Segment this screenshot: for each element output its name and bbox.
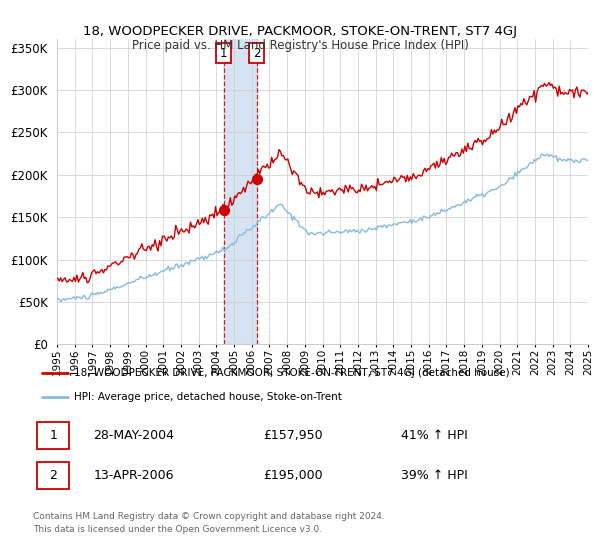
Bar xyxy=(224,39,257,344)
Text: £195,000: £195,000 xyxy=(263,469,323,482)
Text: HPI: Average price, detached house, Stoke-on-Trent: HPI: Average price, detached house, Stok… xyxy=(74,392,342,402)
Text: 2: 2 xyxy=(49,469,57,482)
Text: 13-APR-2006: 13-APR-2006 xyxy=(94,469,174,482)
Text: Price paid vs. HM Land Registry's House Price Index (HPI): Price paid vs. HM Land Registry's House … xyxy=(131,39,469,52)
Text: £157,950: £157,950 xyxy=(263,428,323,442)
Text: 1: 1 xyxy=(49,428,57,442)
Text: Contains HM Land Registry data © Crown copyright and database right 2024.
This d: Contains HM Land Registry data © Crown c… xyxy=(33,512,385,534)
Text: 2: 2 xyxy=(253,47,260,60)
Text: 18, WOODPECKER DRIVE, PACKMOOR, STOKE-ON-TRENT, ST7 4GJ (detached house): 18, WOODPECKER DRIVE, PACKMOOR, STOKE-ON… xyxy=(74,368,510,378)
Text: 39% ↑ HPI: 39% ↑ HPI xyxy=(401,469,467,482)
Text: 18, WOODPECKER DRIVE, PACKMOOR, STOKE-ON-TRENT, ST7 4GJ: 18, WOODPECKER DRIVE, PACKMOOR, STOKE-ON… xyxy=(83,25,517,38)
Point xyxy=(219,206,229,215)
Point xyxy=(252,175,262,184)
FancyBboxPatch shape xyxy=(37,422,69,449)
Text: 28-MAY-2004: 28-MAY-2004 xyxy=(94,428,175,442)
FancyBboxPatch shape xyxy=(37,462,69,489)
Text: 1: 1 xyxy=(220,47,227,60)
Text: 41% ↑ HPI: 41% ↑ HPI xyxy=(401,428,467,442)
